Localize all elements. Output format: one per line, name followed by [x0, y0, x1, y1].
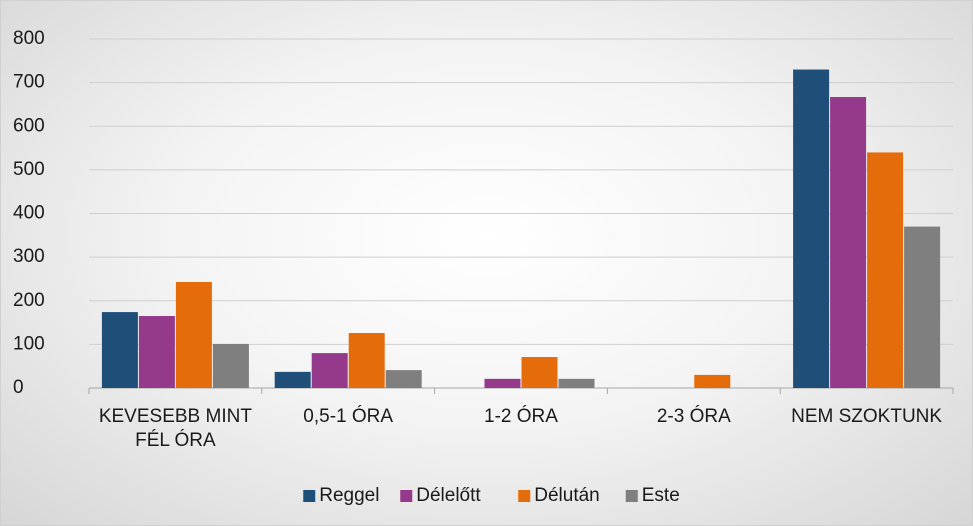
legend-swatch — [400, 490, 413, 502]
bar — [138, 316, 175, 388]
y-tick-label: 800 — [13, 28, 45, 49]
y-tick-label: 700 — [13, 72, 45, 93]
bar — [484, 378, 521, 388]
bar — [694, 374, 731, 388]
bar — [348, 333, 385, 388]
bar — [274, 371, 311, 388]
y-tick-label: 0 — [13, 377, 24, 398]
bar — [793, 69, 830, 388]
bar — [521, 357, 558, 388]
y-tick-label: 500 — [13, 159, 45, 180]
bar — [904, 226, 941, 388]
y-tick-label: 400 — [13, 203, 45, 224]
x-tick-label: 1-2 ÓRA — [484, 406, 558, 427]
legend-swatch — [303, 490, 316, 502]
legend-label: Este — [642, 485, 680, 506]
bar — [175, 281, 212, 388]
bar — [311, 353, 348, 388]
bar — [867, 152, 904, 388]
legend-label: Reggel — [319, 485, 379, 506]
bar — [212, 343, 249, 388]
bar — [558, 378, 595, 388]
legend-swatch — [518, 490, 531, 502]
y-tick-label: 300 — [13, 246, 45, 267]
x-tick-label: NEM SZOKTUNK — [791, 406, 943, 427]
y-tick-label: 600 — [13, 115, 45, 136]
bar — [830, 97, 867, 389]
y-tick-label: 200 — [13, 290, 45, 311]
bar — [385, 370, 422, 388]
legend-swatch — [625, 490, 638, 502]
legend-label: Délelőtt — [416, 485, 481, 506]
bar — [101, 312, 138, 388]
x-tick-label: KEVESEBB MINT FÉL ÓRA — [98, 406, 252, 451]
x-tick-label: 2-3 ÓRA — [656, 406, 731, 427]
y-tick-label: 100 — [13, 333, 45, 354]
x-tick-label: 0,5-1 ÓRA — [303, 406, 394, 427]
legend-label: Délután — [534, 485, 600, 506]
